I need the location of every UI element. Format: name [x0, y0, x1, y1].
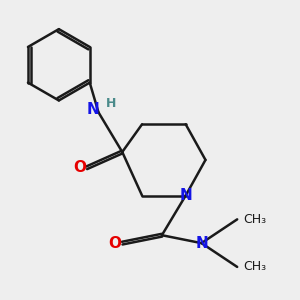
Text: N: N: [195, 236, 208, 250]
Text: CH₃: CH₃: [244, 260, 267, 273]
Text: H: H: [106, 97, 116, 110]
Text: O: O: [73, 160, 86, 175]
Text: N: N: [87, 102, 100, 117]
Text: N: N: [179, 188, 192, 203]
Text: O: O: [109, 236, 122, 250]
Text: CH₃: CH₃: [244, 213, 267, 226]
